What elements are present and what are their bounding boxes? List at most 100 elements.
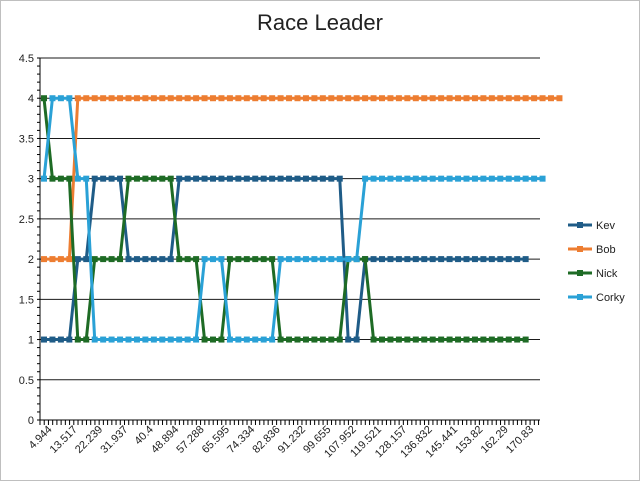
- data-point-nick: [379, 336, 385, 343]
- data-point-nick: [404, 336, 411, 343]
- y-tick-label: 1: [28, 335, 34, 347]
- data-point-kev: [252, 175, 259, 182]
- data-point-kev: [522, 256, 529, 263]
- data-point-bob: [286, 95, 293, 102]
- data-point-bob: [319, 95, 326, 102]
- data-point-nick: [167, 175, 174, 182]
- data-point-kev: [193, 175, 200, 182]
- data-point-corky: [74, 175, 81, 182]
- data-point-corky: [404, 175, 411, 182]
- data-point-corky: [353, 256, 360, 263]
- data-point-corky: [429, 175, 436, 182]
- data-point-corky: [142, 336, 149, 343]
- data-point-corky: [91, 336, 98, 343]
- data-point-corky: [125, 336, 132, 343]
- data-point-corky: [184, 336, 191, 343]
- data-point-bob: [260, 95, 267, 102]
- data-point-nick: [387, 336, 394, 343]
- data-point-bob: [193, 95, 200, 102]
- data-point-bob: [235, 95, 242, 102]
- legend-label: Kev: [596, 220, 615, 232]
- data-point-nick: [159, 175, 166, 182]
- data-point-bob: [41, 256, 47, 263]
- data-point-kev: [74, 256, 81, 263]
- y-tick-label: 3: [28, 174, 34, 186]
- data-point-bob: [243, 95, 250, 102]
- data-point-corky: [286, 256, 293, 263]
- data-point-kev: [142, 256, 149, 263]
- data-point-bob: [91, 95, 98, 102]
- data-point-kev: [57, 336, 64, 343]
- data-point-bob: [311, 95, 318, 102]
- data-point-bob: [404, 95, 411, 102]
- data-point-kev: [311, 175, 318, 182]
- legend-swatch-marker: [577, 294, 583, 300]
- data-point-kev: [480, 256, 487, 263]
- data-point-nick: [286, 336, 293, 343]
- data-point-corky: [108, 336, 115, 343]
- data-point-corky: [514, 175, 521, 182]
- data-point-bob: [117, 95, 124, 102]
- data-point-bob: [548, 95, 554, 102]
- data-point-corky: [463, 175, 470, 182]
- data-point-kev: [294, 175, 301, 182]
- data-point-corky: [201, 256, 208, 263]
- data-point-bob: [125, 95, 132, 102]
- data-point-kev: [336, 175, 343, 182]
- data-point-kev: [488, 256, 495, 263]
- data-point-bob: [133, 95, 140, 102]
- data-point-corky: [379, 175, 385, 182]
- data-point-corky: [412, 175, 419, 182]
- data-point-corky: [539, 175, 546, 182]
- data-point-kev: [395, 256, 402, 263]
- data-point-bob: [74, 95, 81, 102]
- data-point-nick: [66, 175, 73, 182]
- y-tick-label: 2: [28, 254, 34, 266]
- data-point-nick: [83, 336, 90, 343]
- data-point-nick: [41, 95, 47, 102]
- data-point-corky: [294, 256, 301, 263]
- data-point-nick: [505, 336, 512, 343]
- data-point-bob: [66, 256, 73, 263]
- legend-label: Corky: [596, 292, 625, 304]
- data-point-bob: [150, 95, 157, 102]
- chart-title: Race Leader: [257, 10, 383, 35]
- x-tick-label: 31.937: [98, 424, 130, 456]
- data-point-nick: [260, 256, 267, 263]
- data-point-bob: [539, 95, 546, 102]
- data-point-bob: [370, 95, 377, 102]
- data-point-nick: [150, 175, 157, 182]
- data-point-corky: [522, 175, 529, 182]
- data-point-bob: [480, 95, 487, 102]
- x-tick-label: 162.29: [479, 424, 511, 456]
- data-point-corky: [226, 336, 233, 343]
- data-point-kev: [412, 256, 419, 263]
- data-point-kev: [497, 256, 504, 263]
- data-point-nick: [455, 336, 462, 343]
- y-tick-label: 3.5: [19, 133, 34, 145]
- data-point-bob: [488, 95, 495, 102]
- data-point-corky: [387, 175, 394, 182]
- data-point-corky: [395, 175, 402, 182]
- data-point-corky: [133, 336, 140, 343]
- data-point-kev: [438, 256, 445, 263]
- data-point-kev: [277, 175, 284, 182]
- data-point-bob: [159, 95, 166, 102]
- data-point-kev: [260, 175, 267, 182]
- data-point-nick: [336, 336, 343, 343]
- data-point-nick: [480, 336, 487, 343]
- data-point-nick: [269, 256, 276, 263]
- data-point-bob: [142, 95, 149, 102]
- data-point-kev: [514, 256, 521, 263]
- data-point-kev: [218, 175, 225, 182]
- data-point-corky: [302, 256, 309, 263]
- data-point-corky: [49, 95, 56, 102]
- data-point-nick: [243, 256, 250, 263]
- data-point-kev: [319, 175, 326, 182]
- data-point-nick: [210, 336, 216, 343]
- y-tick-label: 2.5: [19, 214, 34, 226]
- data-point-corky: [159, 336, 166, 343]
- data-point-kev: [387, 256, 394, 263]
- data-point-kev: [505, 256, 512, 263]
- data-point-bob: [226, 95, 233, 102]
